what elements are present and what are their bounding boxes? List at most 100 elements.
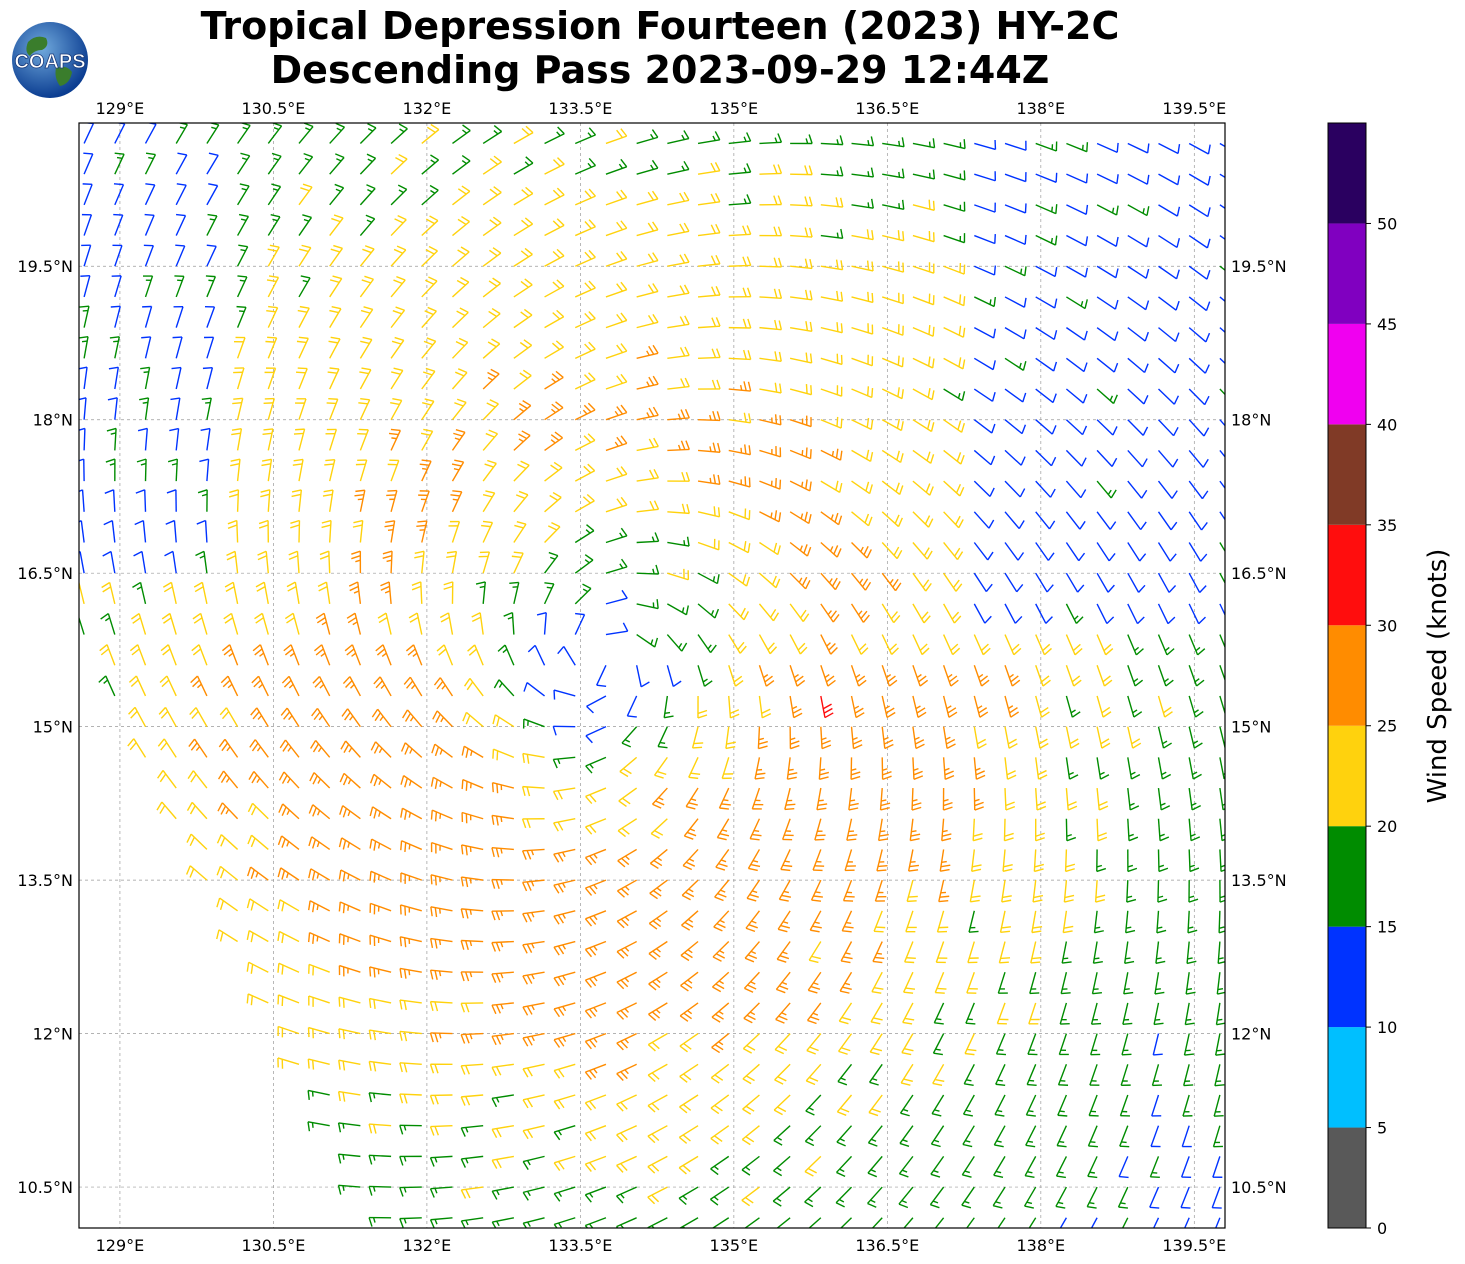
wind-barb [338, 964, 361, 977]
wind-barb [912, 757, 924, 780]
wind-barb [790, 196, 813, 207]
wind-barb [648, 1002, 668, 1021]
wind-barb [544, 187, 565, 206]
lat-tick-left: 15°N [33, 718, 73, 737]
wind-barb [338, 933, 361, 945]
wind-barb [418, 490, 430, 513]
wind-barb [491, 1155, 514, 1169]
wind-barb [1188, 204, 1211, 218]
wind-barb [777, 910, 791, 933]
wind-barb [747, 849, 761, 872]
wind-barb [697, 572, 720, 585]
lon-tick-bottom: 138°E [1016, 1236, 1065, 1255]
colorbar-tick: 30 [1377, 616, 1397, 635]
wind-barb [679, 1002, 699, 1022]
wind-barb [993, 1156, 1006, 1178]
wind-barb [938, 879, 950, 903]
wind-barb [751, 787, 764, 810]
wind-barb [728, 541, 751, 554]
wind-barb [522, 1002, 545, 1016]
wind-barb [196, 519, 208, 543]
wind-barb [820, 511, 843, 526]
wind-barb [1065, 480, 1087, 499]
wind-barb [584, 1094, 607, 1111]
wind-barb [451, 459, 465, 482]
wind-barb [836, 1094, 853, 1116]
wind-barb [932, 1063, 945, 1086]
wind-barb [679, 1094, 699, 1114]
wind-barb [544, 279, 565, 298]
wind-barb [574, 188, 596, 206]
wind-barb [1004, 388, 1027, 403]
wind-barb [626, 695, 638, 718]
wind-barb [635, 665, 650, 688]
wind-barb [1057, 1094, 1068, 1117]
wind-barb [197, 489, 208, 512]
wind-barb [390, 245, 407, 267]
wind-barb [877, 818, 889, 842]
wind-barb [399, 1124, 422, 1135]
wind-barb [912, 293, 935, 306]
wind-barb [553, 971, 576, 987]
wind-barb [513, 217, 534, 237]
wind-barb [1124, 941, 1135, 964]
wind-barb [667, 191, 690, 206]
wind-barb [808, 941, 822, 964]
wind-barb [201, 397, 212, 420]
wind-barb [712, 941, 730, 962]
wind-barb [679, 1033, 699, 1053]
wind-barb [522, 1155, 545, 1170]
wind-barb [460, 908, 484, 919]
wind-barb [414, 550, 425, 574]
wind-barb [714, 879, 730, 902]
wind-barb [907, 849, 920, 872]
wind-barb [329, 183, 345, 206]
wind-barb [482, 459, 497, 482]
wind-barb [522, 879, 545, 892]
wind-barb [140, 366, 151, 390]
wind-barb [941, 818, 952, 842]
wind-barb [648, 940, 668, 961]
wind-barb [605, 527, 628, 544]
wind-barb [189, 707, 208, 728]
wind-barb [452, 215, 470, 237]
wind-barb [728, 572, 751, 587]
wind-barb [820, 541, 842, 558]
wind-barb [912, 419, 935, 433]
wind-barb [667, 253, 690, 267]
wind-barb [310, 739, 331, 758]
wind-barb [881, 511, 903, 528]
wind-barb [446, 550, 458, 574]
lon-tick-bottom: 130.5°E [241, 1236, 305, 1255]
wind-barb [552, 725, 576, 736]
wind-barb [742, 1063, 760, 1085]
colorbar-tick: 35 [1377, 516, 1397, 535]
wind-barb [851, 198, 874, 209]
wind-barb [114, 152, 125, 175]
wind-barb [746, 879, 761, 902]
wind-barb [964, 1033, 977, 1056]
colorbar-bin [1328, 725, 1366, 827]
wind-barb [616, 879, 637, 898]
wind-barb [451, 398, 467, 421]
wind-barb [605, 435, 628, 452]
lat-tick-left: 12°N [33, 1025, 73, 1044]
wind-barb [851, 417, 874, 431]
wind-barb [846, 818, 858, 841]
wind-barb [113, 213, 124, 236]
wind-barb [206, 213, 218, 236]
wind-barb [266, 305, 279, 328]
wind-barb [337, 1090, 361, 1102]
wind-barb [805, 1063, 822, 1086]
coaps-logo-icon: COAPS [12, 22, 88, 98]
wind-barb [1157, 542, 1177, 562]
wind-barb [461, 778, 484, 791]
wind-barb [451, 337, 469, 359]
wind-barb [697, 506, 721, 518]
wind-barb [774, 1033, 791, 1055]
wind-barb [850, 634, 869, 655]
wind-barb [1027, 1033, 1038, 1056]
wind-barb [260, 489, 271, 512]
wind-barb [159, 675, 177, 697]
wind-barb [837, 1063, 853, 1086]
